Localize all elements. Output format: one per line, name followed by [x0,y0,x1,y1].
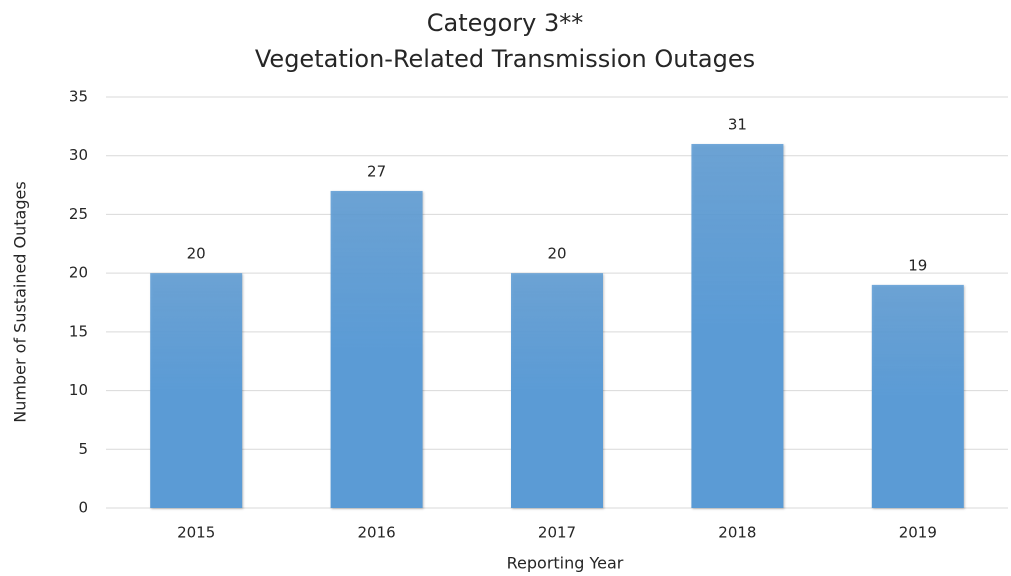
bar [691,143,784,508]
y-tick-label: 10 [69,381,88,399]
bar [511,273,603,508]
data-label: 19 [908,256,927,274]
x-tick-label: 2018 [718,524,756,542]
x-axis-label: Reporting Year [507,554,624,573]
y-tick-label: 5 [78,440,88,458]
y-axis-label: Number of Sustained Outages [11,181,30,422]
bar [330,190,423,508]
data-label: 27 [367,162,386,180]
x-tick-label: 2015 [177,524,215,542]
y-tick-label: 0 [78,499,88,517]
bar [871,284,964,508]
data-label: 20 [187,245,206,263]
y-tick-label: 25 [69,205,88,223]
x-tick-label: 2017 [538,524,576,542]
data-label: 31 [728,115,747,133]
y-tick-label: 20 [69,264,88,282]
chart-title: Category 3** [427,9,584,37]
x-tick-label: 2019 [899,524,937,542]
y-tick-label: 15 [69,322,88,340]
bar [150,273,243,508]
data-label: 20 [547,245,566,263]
y-tick-label: 35 [69,88,88,106]
y-tick-label: 30 [69,146,88,164]
chart-title: Vegetation-Related Transmission Outages [255,45,755,73]
x-tick-label: 2016 [358,524,396,542]
